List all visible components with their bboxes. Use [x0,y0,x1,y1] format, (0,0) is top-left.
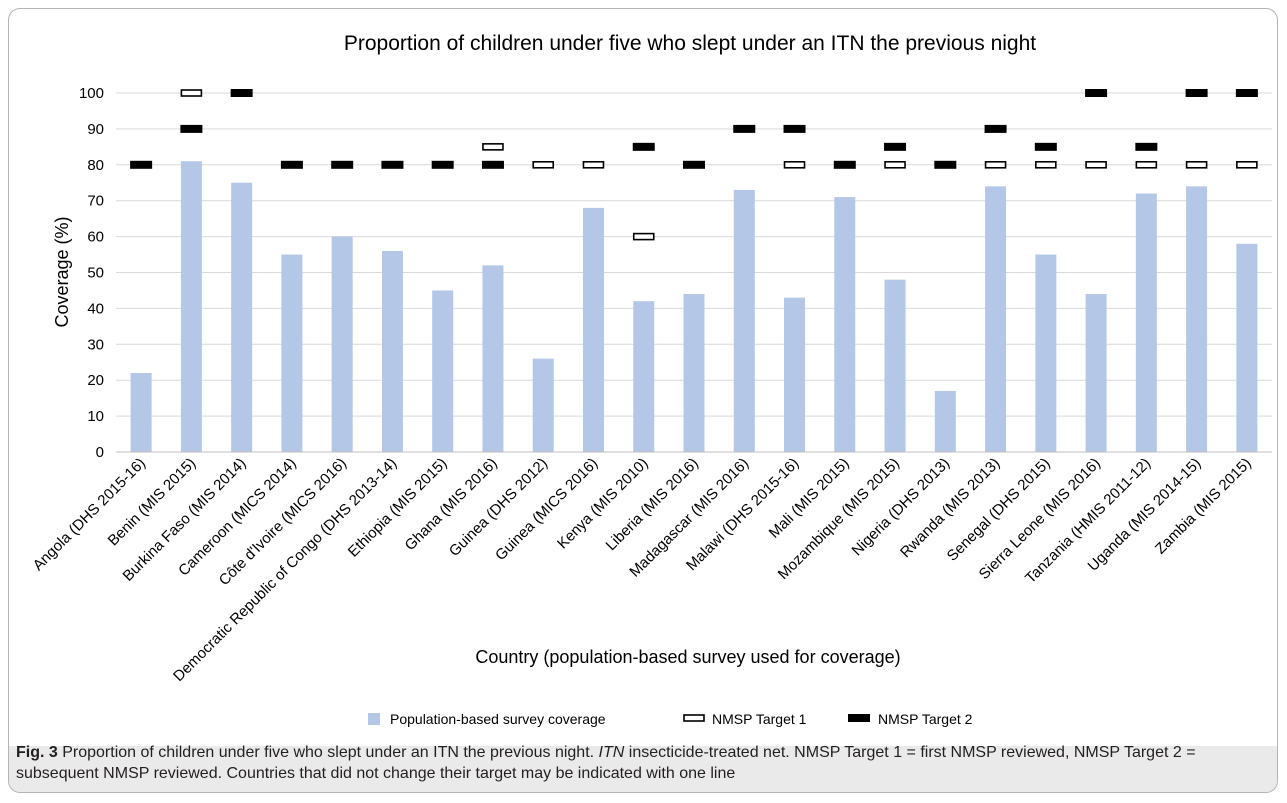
gridlines [116,92,1272,417]
x-tick-label: Liberia (MIS 2016) [603,455,702,554]
bar [231,182,253,452]
bar [1135,193,1157,452]
legend-swatch-target2 [848,714,870,722]
target2-marker [130,160,153,169]
bar [784,297,806,452]
figure-caption: Fig. 3 Proportion of children under five… [16,742,1266,784]
target1-marker [884,161,906,169]
bar [985,186,1007,452]
x-tick-label: Guinea (DHS 2012) [446,455,551,560]
y-tick-label: 30 [87,336,104,353]
bar [432,290,454,452]
bar [532,358,554,452]
target2-marker [431,160,454,169]
bar [633,301,655,452]
x-axis-label: Country (population-based survey used fo… [475,647,900,667]
caption-text-2: insecticide-treated net. NMSP Target 1 =… [16,744,1196,782]
x-tick-label: Kenya (MIS 2010) [554,455,652,553]
target-markers [130,89,1258,241]
y-tick-label: 70 [87,193,104,210]
legend: Population-based survey coverage NMSP Ta… [368,711,973,727]
target2-marker [230,89,253,97]
target1-marker [984,161,1007,169]
y-tick-label: 10 [87,408,104,425]
target1-marker [1035,161,1057,169]
target2-marker [1085,89,1108,97]
caption-abbr: ITN [598,744,625,761]
bar [582,207,604,452]
bar [281,254,303,452]
target2-marker [280,160,303,169]
target1-marker [1236,161,1258,169]
y-tick-label: 60 [87,229,104,246]
bar [1236,243,1258,452]
bar [180,161,202,452]
bar [331,236,353,452]
x-tick-label: Ghana (MIS 2016) [402,455,501,554]
y-tick-label: 0 [96,444,104,461]
x-tick-label: Benin (MIS 2015) [105,455,200,550]
legend-label-coverage: Population-based survey coverage [390,711,606,727]
target1-marker [482,143,504,151]
target2-marker [733,124,756,133]
bar [834,197,856,452]
x-tick-label: Zambia (MIS 2015) [1152,455,1255,558]
target2-marker [683,160,705,169]
y-tick-label: 50 [87,265,104,282]
bar [934,390,956,452]
chart: Proportion of children under five who sl… [30,32,1272,727]
target2-marker [632,142,655,151]
y-tick-label: 100 [79,85,104,102]
target1-marker [532,161,555,169]
caption-text-1: Proportion of children under five who sl… [57,744,599,761]
y-tick-label: 80 [87,157,104,174]
target2-marker [381,160,404,169]
bar [1035,254,1057,452]
target1-marker [1085,161,1107,169]
target2-marker [1034,142,1057,151]
target1-marker [1135,161,1158,169]
target2-marker [331,160,354,169]
y-axis-ticks: 0 10 20 30 40 50 60 70 80 90 100 [79,85,104,461]
target2-marker [884,142,907,151]
legend-label-target2: NMSP Target 2 [878,711,973,727]
legend-label-target1: NMSP Target 1 [712,711,807,727]
target2-marker [984,124,1007,133]
bar [884,279,906,452]
target2-marker [1135,142,1158,151]
bar [482,265,504,452]
caption-background [9,746,1277,792]
legend-swatch-target1 [683,714,705,722]
chart-title: Proportion of children under five who sl… [344,32,1036,55]
y-tick-label: 90 [87,121,104,138]
caption-fig-label: Fig. 3 [16,744,58,761]
target2-marker [481,160,504,169]
y-tick-label: 40 [87,300,104,317]
y-tick-label: 20 [87,372,104,389]
bar [683,294,705,452]
target1-marker [783,161,806,169]
bar [733,189,755,452]
target1-marker [180,89,203,97]
figure-frame [8,8,1278,793]
target1-marker [582,161,605,169]
target2-marker [180,124,203,133]
bars [130,161,1258,452]
bar [1186,186,1208,452]
target2-marker [934,160,957,169]
target2-marker [1235,89,1258,97]
bar [130,373,152,452]
bar [381,250,403,452]
x-tick-label: Nigeria (DHS 2013) [849,455,954,560]
target1-marker [632,232,655,241]
target1-marker [1185,161,1208,169]
target2-marker [1185,89,1208,97]
legend-swatch-coverage [368,713,380,725]
y-axis-label: Coverage (%) [52,216,72,327]
target2-marker [783,124,806,133]
target2-marker [833,160,856,169]
bar [1085,294,1107,452]
